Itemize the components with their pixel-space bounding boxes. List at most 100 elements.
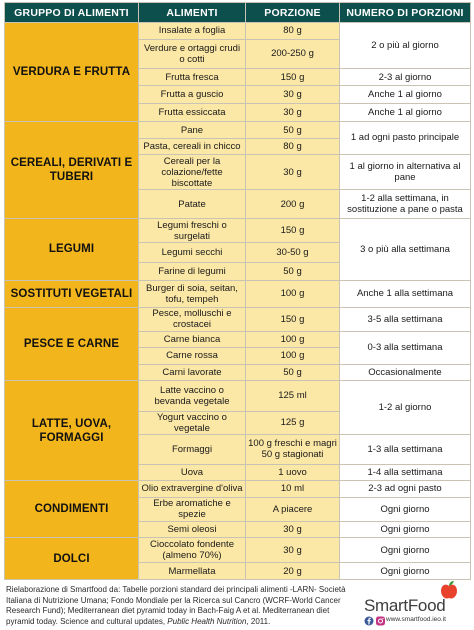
group-name: VERDURA E FRUTTA [4,22,139,122]
apple-icon [441,581,457,599]
portion-value: 50 g [245,120,340,140]
portion-frequency: Occasionalmente [339,363,471,382]
food-item: Pane [138,120,246,140]
food-item: Frutta essiccata [138,103,246,122]
instagram-icon[interactable] [376,616,385,626]
table-row: Frutta a guscio 30 g Anche 1 al giorno [5,85,471,105]
portion-frequency: Anche 1 al giorno [339,103,471,122]
food-item: Farine di legumi [138,261,246,281]
header-frequency: NUMERO DI PORZIONI [339,2,471,23]
food-item: Formaggi [138,434,246,465]
source-note-text: Rielaborazione di Smartfood da: Tabelle … [6,585,346,626]
portion-value: 100 g freschi e magri 50 g stagionati [245,434,340,465]
table-row: Marmellata 20 g Ogni giorno [5,562,471,580]
portion-frequency: 1-4 alla settimana [339,463,471,482]
food-item: Legumi secchi [138,242,246,263]
portion-frequency: 2 o più al giorno [339,22,471,69]
portion-value: 100 g [245,330,340,349]
food-item: Pesce, molluschi e crostacei [138,306,246,332]
table-row: Farine di legumi 50 g [5,261,471,281]
table-row: Yogurt vaccino o vegetale 125 g [5,410,471,436]
portion-frequency: 2-3 ad ogni pasto [339,480,471,498]
food-item: Patate [138,189,246,220]
table-row: Frutta fresca 150 g 2-3 al giorno [5,67,471,87]
table-row: LATTE, UOVA, FORMAGGI Latte vaccino o bev… [4,380,471,482]
portion-value: 30 g [245,85,340,105]
portion-value: 125 ml [245,380,340,412]
food-item: Frutta fresca [138,67,246,87]
header-portion: PORZIONE [245,2,340,23]
portion-frequency: 0-3 alla settimana [339,330,471,365]
portion-value: 30 g [245,537,340,564]
food-item: Cereali per la colazione/fette biscottat… [138,153,246,191]
group-name: CONDIMENTI [4,480,139,539]
portion-value: 80 g [245,138,340,155]
portion-value: 30-50 g [245,242,340,263]
social-icons [364,616,385,626]
portion-frequency: Ogni giorno [339,520,471,539]
food-item: Verdure e ortaggi crudi o cotti [138,38,246,69]
portion-frequency: 1-2 al giorno [339,380,471,436]
header-group: GRUPPO DI ALIMENTI [4,2,139,23]
logo-name: SmartFood [364,596,446,615]
portion-value: 30 g [245,153,340,191]
group-name: LATTE, UOVA, FORMAGGI [4,380,139,482]
portion-value: 50 g [245,363,340,382]
portion-value: 80 g [245,22,340,40]
table-row: DOLCI Cioccolato fondente (almeno 70%) 30 … [4,537,471,580]
header-row: GRUPPO DI ALIMENTI ALIMENTI PORZIONE NUM… [4,2,471,23]
portion-frequency: 2-3 al giorno [339,67,471,87]
food-item: Olio extravergine d'oliva [138,480,246,498]
food-item: Burger di soia, seitan, tofu, tempeh [138,279,246,308]
portion-frequency: 1-3 alla settimana [339,434,471,465]
portion-value: 30 g [245,103,340,122]
food-item: Carne rossa [138,347,246,365]
portion-value: 125 g [245,410,340,436]
portion-value: 20 g [245,562,340,580]
logo-url: www.smartfood.ieo.it [386,616,446,623]
table-row: CONDIMENTI Olio extravergine d'oliva 10 ml… [4,480,471,539]
portion-value: 150 g [245,218,340,244]
table-row: Formaggi 100 g freschi e magri 50 g stagi… [5,434,471,465]
source-year: , 2011. [246,616,271,626]
portion-frequency: 1-2 alla settimana, in sostituzione a pa… [339,189,471,220]
food-item: Marmellata [138,562,246,580]
smartfood-logo: SmartFood www.smartfood.ieo.it [362,580,472,628]
group-name: SOSTITUTI VEGETALI [4,279,139,308]
portion-frequency: 3-5 alla settimana [339,306,471,332]
table-row: Erbe aromatiche e spezie A piacere Ogni gi… [5,496,471,522]
portion-frequency: 1 al giorno in alternativa al pane [339,153,471,191]
food-item: Carni lavorate [138,363,246,382]
portion-value: A piacere [245,496,340,522]
source-journal: Public Health Nutrition [167,616,247,626]
food-item: Pasta, cereali in chicco [138,138,246,155]
group-name: PESCE E CARNE [4,306,139,382]
food-item: Cioccolato fondente (almeno 70%) [138,537,246,564]
food-item: Uova [138,463,246,482]
portion-value: 200 g [245,189,340,220]
food-item: Semi oleosi [138,520,246,539]
table-row: PESCE E CARNE Pesce, molluschi e crostace… [4,306,471,382]
portion-frequency: 3 o più alla settimana [339,218,471,281]
portion-value: 30 g [245,520,340,539]
portion-value: 150 g [245,306,340,332]
portion-value: 100 g [245,279,340,308]
food-item: Legumi freschi o surgelati [138,218,246,244]
food-item: Frutta a guscio [138,85,246,105]
header-food: ALIMENTI [138,2,246,23]
group-name: LEGUMI [4,218,139,281]
facebook-icon[interactable] [364,616,374,626]
table-row: SOSTITUTI VEGETALI Burger di soia, seitan… [4,279,471,308]
portion-frequency: Anche 1 al giorno [339,85,471,105]
group-name: CEREALI, DERIVATI E TUBERI [4,120,139,220]
portion-frequency: Ogni giorno [339,537,471,564]
portion-frequency: Anche 1 alla settimana [339,279,471,308]
portion-value: 200-250 g [245,38,340,69]
source-note: Rielaborazione di Smartfood da: Tabelle … [6,585,346,627]
table-row: Carni lavorate 50 g Occasionalmente [5,363,471,382]
table-row: Legumi secchi 30-50 g [5,242,471,263]
table-row: Cereali per la colazione/fette biscottat… [5,153,471,191]
table-row: Patate 200 g 1-2 alla settimana, in sostit… [5,189,471,220]
